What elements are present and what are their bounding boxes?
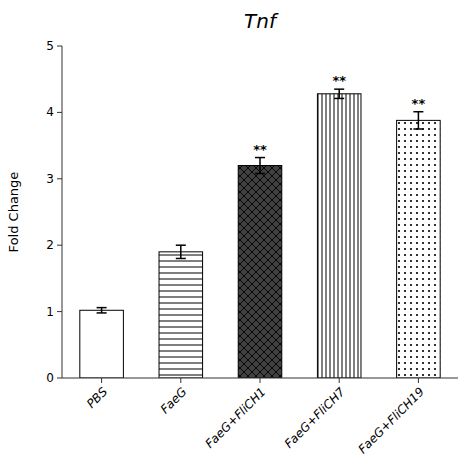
error-cap [413, 128, 423, 130]
y-axis-label: Fold Change [6, 172, 21, 253]
error-cap [97, 307, 107, 309]
error-bar [255, 158, 265, 174]
bar-outline [317, 94, 361, 378]
x-tick-label: FaeG+FliCH7 [282, 384, 348, 450]
annotation: ** [412, 96, 426, 111]
error-cap [97, 312, 107, 314]
annotation: ** [253, 142, 267, 157]
bar-hatch [159, 252, 203, 378]
y-tick [57, 378, 62, 379]
bar [159, 252, 203, 378]
error-cap [413, 111, 423, 113]
x-tick [418, 378, 419, 383]
error-bar [97, 308, 107, 313]
error-cap [255, 173, 265, 175]
error-stem [338, 89, 340, 98]
error-cap [255, 157, 265, 159]
y-axis-line [62, 46, 63, 378]
bar-hatch [397, 120, 441, 378]
chart: TnfFold Change012345PBSFaeGFaeG+FliCH1Fa… [0, 0, 474, 474]
x-tick [260, 378, 261, 383]
error-stem [180, 245, 182, 258]
bar-hatch [238, 166, 282, 378]
bar-outline [238, 166, 282, 378]
x-tick-label: FaeG+FliCH1 [202, 385, 268, 451]
bar [397, 120, 441, 378]
x-tick [101, 378, 102, 383]
bar-hatch [317, 94, 361, 378]
error-stem [101, 308, 103, 313]
x-tick-label: FaeG+FliCH19 [355, 385, 427, 457]
x-tick-label: PBS [84, 384, 110, 410]
bar-outline [397, 120, 441, 378]
y-tick-label: 1 [46, 305, 54, 319]
x-tick-label: FaeG [158, 385, 190, 417]
error-stem [418, 112, 420, 129]
bar [317, 94, 361, 378]
y-tick [57, 46, 62, 47]
y-tick [57, 245, 62, 246]
y-tick-label: 0 [46, 371, 54, 385]
x-tick [180, 378, 181, 383]
bar [80, 310, 124, 378]
y-tick-label: 3 [46, 172, 54, 186]
error-bar [334, 89, 344, 98]
bar [238, 166, 282, 378]
annotation: ** [332, 73, 346, 88]
bar-outline [159, 252, 203, 378]
y-tick [57, 311, 62, 312]
y-tick-label: 5 [46, 39, 54, 53]
error-bar [413, 112, 423, 129]
error-cap [176, 258, 186, 260]
error-bar [176, 245, 186, 258]
error-cap [334, 88, 344, 90]
x-tick [339, 378, 340, 383]
error-stem [259, 158, 261, 174]
y-tick [57, 178, 62, 179]
plot-area [80, 89, 440, 378]
title: Tnf [244, 9, 279, 33]
bar-outline [80, 310, 124, 378]
y-tick-label: 2 [46, 238, 54, 252]
y-tick [57, 112, 62, 113]
error-cap [176, 244, 186, 246]
y-tick-label: 4 [46, 105, 54, 119]
error-cap [334, 98, 344, 100]
